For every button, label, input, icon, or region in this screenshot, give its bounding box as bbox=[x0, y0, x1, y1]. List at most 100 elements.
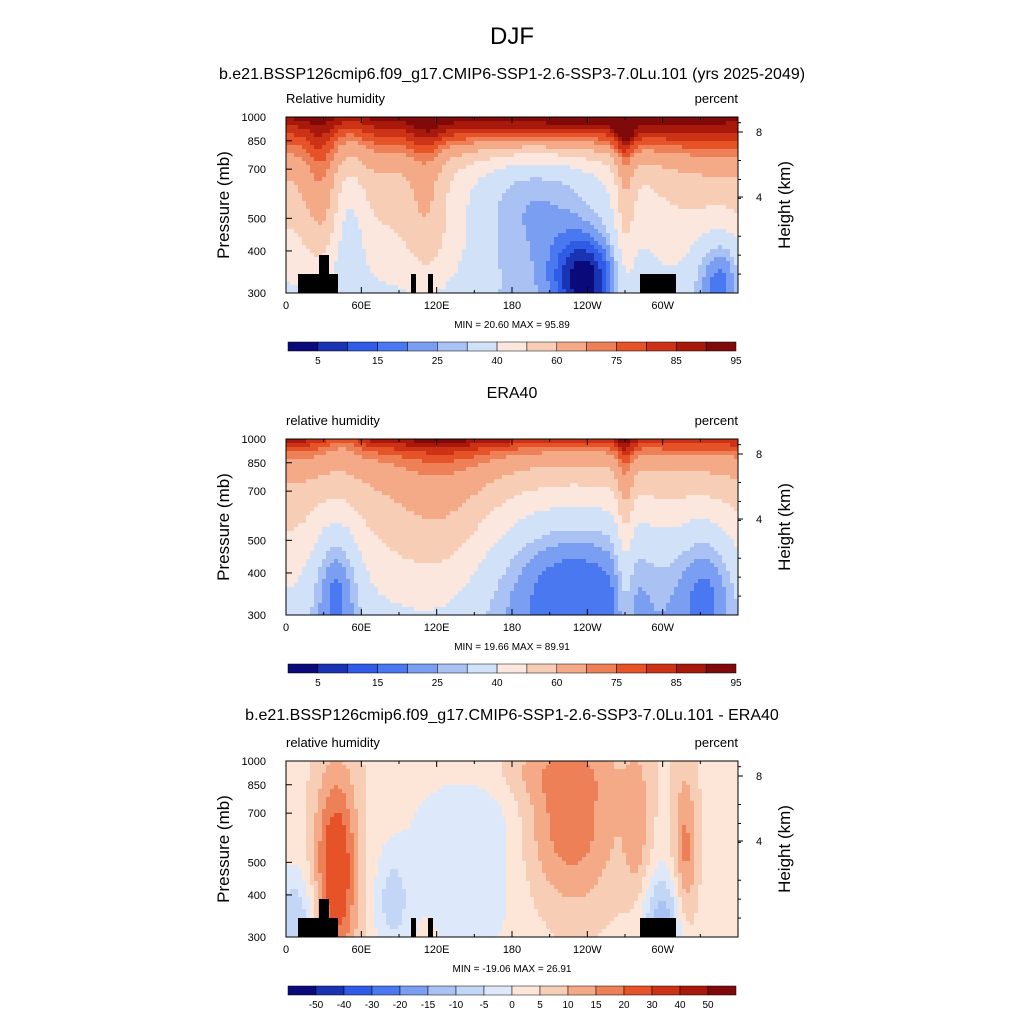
contour-cell bbox=[442, 289, 447, 294]
contour-cell bbox=[442, 249, 447, 254]
contour-cell bbox=[682, 129, 687, 134]
contour-cell bbox=[590, 257, 595, 262]
contour-cell bbox=[414, 237, 419, 242]
contour-cell bbox=[434, 213, 439, 218]
contour-cell bbox=[510, 225, 515, 230]
contour-cell bbox=[522, 241, 527, 246]
contour-cell bbox=[474, 169, 479, 174]
contour-cell bbox=[434, 117, 439, 122]
contour-cell bbox=[390, 129, 395, 134]
contour-cell bbox=[666, 181, 671, 186]
contour-cell bbox=[558, 141, 563, 146]
contour-cell bbox=[426, 137, 431, 142]
contour-cell bbox=[346, 249, 351, 254]
contour-cell bbox=[582, 117, 587, 122]
contour-cell bbox=[334, 237, 339, 242]
contour-cell bbox=[694, 261, 699, 266]
contour-cell bbox=[478, 185, 483, 190]
contour-cell bbox=[378, 193, 383, 198]
contour-cell bbox=[538, 197, 543, 202]
contour-cell bbox=[562, 173, 567, 178]
contour-cell bbox=[590, 125, 595, 130]
contour-cell bbox=[594, 161, 599, 166]
contour-cell bbox=[478, 205, 483, 210]
contour-cell bbox=[410, 121, 415, 126]
contour-cell bbox=[706, 233, 711, 238]
contour-cell bbox=[590, 177, 595, 182]
contour-cell bbox=[542, 193, 547, 198]
contour-cell bbox=[346, 117, 351, 122]
contour-cell bbox=[506, 173, 511, 178]
contour-cell bbox=[618, 165, 623, 170]
contour-cell bbox=[610, 185, 615, 190]
contour-cell bbox=[346, 229, 351, 234]
contour-cell bbox=[586, 209, 591, 214]
contour-cell bbox=[286, 273, 291, 278]
contour-cell bbox=[402, 173, 407, 178]
contour-cell bbox=[450, 281, 455, 286]
contour-cell bbox=[630, 197, 635, 202]
contour-cell bbox=[602, 201, 607, 206]
contour-cell bbox=[358, 253, 363, 258]
contour-cell bbox=[686, 165, 691, 170]
contour-cell bbox=[394, 169, 399, 174]
contour-cell bbox=[322, 125, 327, 130]
contour-cell bbox=[618, 117, 623, 122]
contour-cell bbox=[310, 165, 315, 170]
contour-cell bbox=[674, 233, 679, 238]
contour-cell bbox=[674, 273, 679, 278]
contour-cell bbox=[418, 265, 423, 270]
contour-cell bbox=[398, 161, 403, 166]
contour-cell bbox=[542, 169, 547, 174]
contour-cell bbox=[290, 201, 295, 206]
contour-cell bbox=[706, 277, 711, 282]
contour-cell bbox=[410, 241, 415, 246]
contour-cell bbox=[522, 285, 527, 290]
contour-cell bbox=[714, 165, 719, 170]
contour-cell bbox=[462, 229, 467, 234]
contour-cell bbox=[622, 193, 627, 198]
contour-cell bbox=[682, 233, 687, 238]
contour-cell bbox=[678, 257, 683, 262]
contour-cell bbox=[358, 201, 363, 206]
contour-cell bbox=[650, 149, 655, 154]
contour-cell bbox=[634, 185, 639, 190]
contour-cell bbox=[306, 165, 311, 170]
contour-cell bbox=[502, 189, 507, 194]
contour-cell bbox=[710, 257, 715, 262]
contour-cell bbox=[314, 253, 319, 258]
contour-cell bbox=[438, 277, 443, 282]
contour-cell bbox=[418, 161, 423, 166]
contour-cell bbox=[362, 225, 367, 230]
contour-cell bbox=[518, 281, 523, 286]
contour-cell bbox=[458, 165, 463, 170]
contour-cell bbox=[690, 253, 695, 258]
contour-cell bbox=[286, 145, 291, 150]
contour-cell bbox=[410, 141, 415, 146]
contour-cell bbox=[310, 237, 315, 242]
contour-cell bbox=[610, 153, 615, 158]
contour-cell bbox=[630, 117, 635, 122]
contour-cell bbox=[546, 185, 551, 190]
contour-cell bbox=[342, 277, 347, 282]
contour-cell bbox=[370, 177, 375, 182]
contour-cell bbox=[494, 221, 499, 226]
contour-cell bbox=[694, 161, 699, 166]
contour-cell bbox=[418, 157, 423, 162]
contour-cell bbox=[342, 173, 347, 178]
contour-cell bbox=[430, 229, 435, 234]
contour-cell bbox=[618, 189, 623, 194]
contour-cell bbox=[290, 225, 295, 230]
contour-cell bbox=[366, 233, 371, 238]
contour-cell bbox=[490, 285, 495, 290]
contour-cell bbox=[530, 181, 535, 186]
contour-cell bbox=[550, 157, 555, 162]
contour-cell bbox=[610, 129, 615, 134]
contour-cell bbox=[586, 281, 591, 286]
contour-cell bbox=[462, 245, 467, 250]
contour-cell bbox=[442, 169, 447, 174]
contour-cell bbox=[442, 205, 447, 210]
contour-cell bbox=[726, 169, 731, 174]
contour-cell bbox=[638, 257, 643, 262]
contour-cell bbox=[726, 193, 731, 198]
